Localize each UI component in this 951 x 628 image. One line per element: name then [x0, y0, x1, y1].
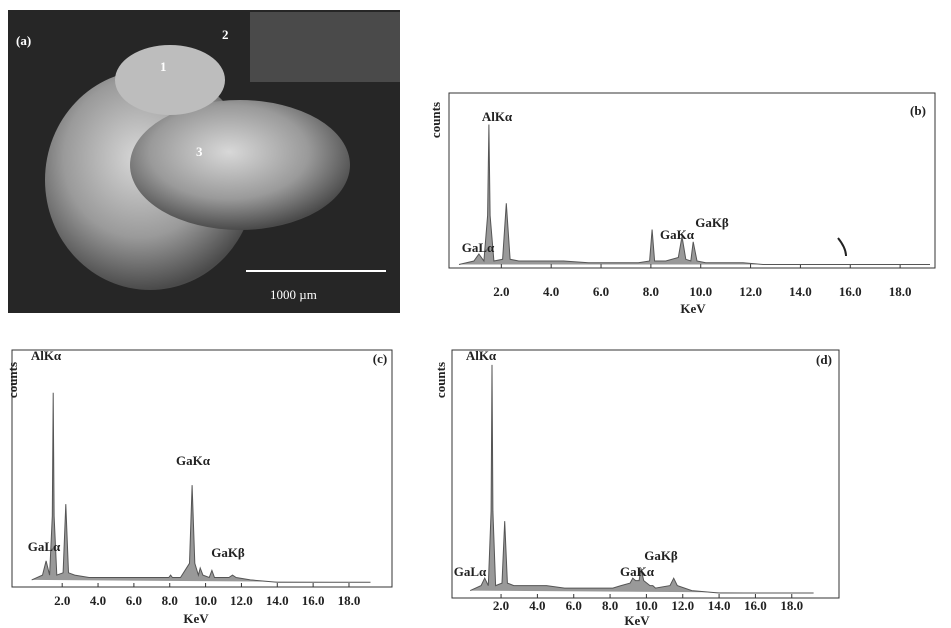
- peak-label: AlKα: [482, 109, 513, 124]
- page: {"figure_panel": {"label": "(a)", "regio…: [0, 0, 951, 628]
- spectrum-chart: 2.0 4.0 6.0 8.0 10.0 12.0 14.0 16.0 18.0 KeV count…: [428, 93, 935, 316]
- scale-bar-label: 1000 µm: [270, 287, 317, 302]
- peak-label: AlKα: [466, 348, 497, 363]
- x-tick-label: 16.0: [744, 598, 767, 613]
- x-tick-label: 18.0: [780, 598, 803, 613]
- peak-label: GaLα: [454, 564, 487, 579]
- x-tick-label: 4.0: [90, 593, 106, 608]
- panel-label: (d): [816, 352, 832, 367]
- spectrum-chart: 2.0 4.0 6.0 8.0 10.0 12.0 14.0 16.0 18.0 KeV count…: [433, 348, 839, 628]
- region-label: 1: [160, 59, 167, 74]
- x-tick-label: 8.0: [602, 598, 618, 613]
- x-tick-label: 10.0: [689, 284, 712, 299]
- x-tick-label: 2.0: [493, 598, 509, 613]
- x-tick-label: 8.0: [162, 593, 178, 608]
- x-tick-label: 10.0: [194, 593, 217, 608]
- x-tick-label: 8.0: [643, 284, 659, 299]
- figure: (a) 1 2 3 1000 µm 2.04.06.08.010.012.014…: [0, 0, 951, 628]
- sem-particle: [115, 45, 225, 115]
- x-tick-label: 14.0: [708, 598, 731, 613]
- x-axis-label: KeV: [624, 613, 650, 628]
- spectrum-chart: 2.0 4.0 6.0 8.0 10.0 12.0 14.0 16.0 18.0 KeV count…: [5, 348, 392, 626]
- region-label: 3: [196, 144, 203, 159]
- peak-label: GaLα: [462, 240, 495, 255]
- x-tick-label: 4.0: [529, 598, 545, 613]
- stray-mark: [838, 238, 846, 256]
- panel-label: (c): [373, 351, 387, 366]
- spectrum: [470, 365, 813, 593]
- x-tick-label: 18.0: [338, 593, 361, 608]
- peak-label: GaKα: [660, 227, 695, 242]
- sem-texture: [250, 12, 400, 82]
- peak-label: GaLα: [28, 539, 61, 554]
- x-tick-label: 6.0: [566, 598, 582, 613]
- panel-label: (b): [910, 103, 926, 118]
- region-label: 2: [222, 27, 229, 42]
- y-axis-label: counts: [5, 362, 20, 398]
- x-tick-label: 14.0: [789, 284, 812, 299]
- spectrum: [459, 125, 930, 265]
- plot-frame: [12, 350, 392, 587]
- spectrum: [32, 393, 371, 583]
- peak-label: AlKα: [31, 348, 62, 363]
- peak-label: GaKα: [176, 453, 211, 468]
- x-tick-label: 10.0: [635, 598, 658, 613]
- x-tick-label: 6.0: [593, 284, 609, 299]
- peak-label: GaKβ: [644, 548, 678, 563]
- x-tick-label: 18.0: [889, 284, 912, 299]
- x-tick-label: 12.0: [739, 284, 762, 299]
- x-axis-label: KeV: [183, 611, 209, 626]
- x-tick-label: 2.0: [493, 284, 509, 299]
- x-axis-label: KeV: [680, 301, 706, 316]
- x-tick-label: 16.0: [302, 593, 325, 608]
- x-tick-label: 2.0: [54, 593, 70, 608]
- x-tick-label: 16.0: [839, 284, 862, 299]
- y-axis-label: counts: [433, 362, 448, 398]
- panel-label: (a): [16, 33, 31, 48]
- x-tick-label: 12.0: [230, 593, 253, 608]
- peak-label: GaKβ: [211, 545, 245, 560]
- sem-image: (a) 1 2 3 1000 µm: [8, 10, 400, 313]
- x-tick-label: 6.0: [126, 593, 142, 608]
- x-tick-label: 14.0: [266, 593, 289, 608]
- y-axis-label: counts: [428, 102, 443, 138]
- x-tick-label: 12.0: [671, 598, 694, 613]
- sem-particle: [130, 100, 350, 230]
- peak-label: GaKβ: [695, 215, 729, 230]
- x-tick-label: 4.0: [543, 284, 559, 299]
- peak-label: GaKα: [620, 564, 655, 579]
